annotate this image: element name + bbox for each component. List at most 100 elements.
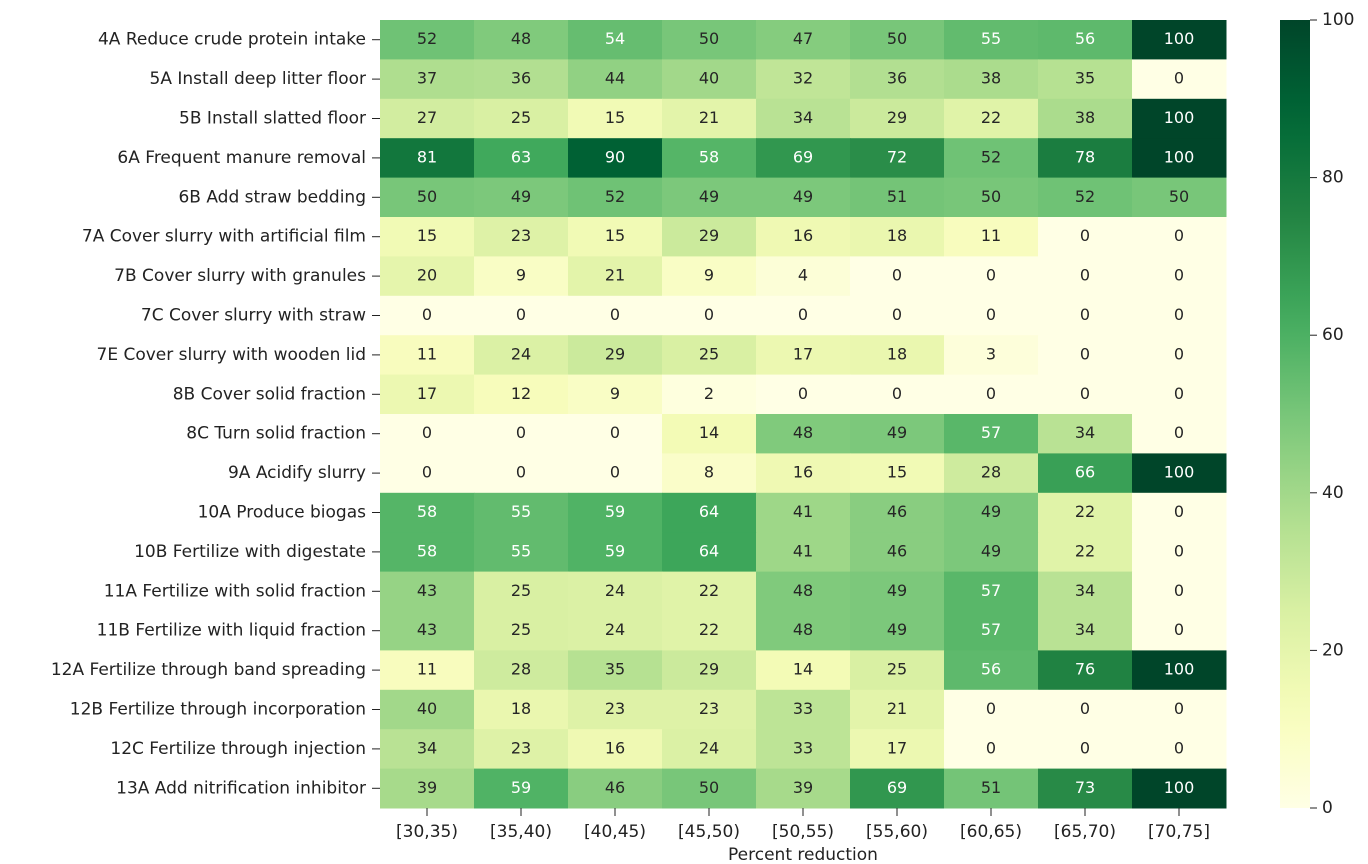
cell bbox=[1132, 532, 1227, 573]
cell-label: 0 bbox=[610, 463, 620, 482]
cell-label: 0 bbox=[610, 305, 620, 324]
cell bbox=[1132, 20, 1227, 60]
cell bbox=[850, 414, 945, 454]
cell bbox=[1132, 492, 1227, 533]
y-tick-label: 7C Cover slurry with straw bbox=[141, 306, 366, 326]
cell-label: 28 bbox=[981, 463, 1001, 482]
cell-label: 50 bbox=[981, 187, 1001, 206]
cell bbox=[474, 492, 569, 533]
cell-label: 58 bbox=[417, 502, 437, 521]
cell-label: 15 bbox=[605, 108, 625, 127]
cell-label: 18 bbox=[887, 226, 907, 245]
cell-label: 22 bbox=[981, 108, 1001, 127]
cell-label: 35 bbox=[605, 660, 625, 679]
cell-label: 15 bbox=[605, 226, 625, 245]
cell-label: 69 bbox=[793, 147, 813, 166]
cell bbox=[1132, 374, 1227, 415]
cell bbox=[944, 492, 1039, 533]
cell bbox=[662, 689, 757, 730]
cell bbox=[1132, 453, 1227, 494]
cell bbox=[1038, 768, 1133, 809]
cell bbox=[380, 414, 475, 454]
y-tick-label: 11B Fertilize with liquid fraction bbox=[97, 621, 366, 641]
cell bbox=[474, 256, 569, 297]
cell-label: 22 bbox=[1075, 541, 1095, 560]
cell bbox=[1132, 98, 1227, 139]
cell-label: 0 bbox=[1174, 305, 1184, 324]
cell-label: 43 bbox=[417, 620, 437, 639]
cell-label: 38 bbox=[1075, 108, 1095, 127]
cell-label: 15 bbox=[417, 226, 437, 245]
cell bbox=[568, 335, 663, 376]
cell bbox=[662, 611, 757, 651]
cell-label: 100 bbox=[1164, 29, 1195, 48]
cell-label: 52 bbox=[417, 29, 437, 48]
cell bbox=[756, 729, 851, 770]
cell bbox=[850, 20, 945, 60]
cell bbox=[1038, 256, 1133, 297]
cell-label: 34 bbox=[1075, 620, 1095, 639]
cell bbox=[568, 256, 663, 297]
cell-label: 0 bbox=[516, 463, 526, 482]
cell bbox=[1132, 138, 1227, 179]
cell-label: 16 bbox=[605, 738, 625, 757]
cell-label: 69 bbox=[887, 778, 907, 797]
cell-label: 23 bbox=[699, 699, 719, 718]
y-tick-label: 12C Fertilize through injection bbox=[110, 739, 366, 759]
x-tick-label: [50,55) bbox=[772, 822, 834, 842]
cell bbox=[474, 295, 569, 336]
cell bbox=[568, 571, 663, 612]
cell bbox=[1038, 20, 1133, 60]
cell bbox=[850, 768, 945, 809]
cell bbox=[380, 650, 475, 691]
cell bbox=[568, 59, 663, 100]
cell-label: 49 bbox=[981, 541, 1001, 560]
cell bbox=[662, 138, 757, 179]
cell-label: 0 bbox=[1174, 620, 1184, 639]
cell-label: 49 bbox=[699, 187, 719, 206]
cell-label: 39 bbox=[793, 778, 813, 797]
cell-label: 40 bbox=[417, 699, 437, 718]
cell-label: 0 bbox=[1080, 305, 1090, 324]
cell bbox=[756, 768, 851, 809]
cell bbox=[1038, 217, 1133, 257]
cell-label: 0 bbox=[1174, 266, 1184, 285]
cell-label: 0 bbox=[1174, 541, 1184, 560]
x-tick-label: [65,70) bbox=[1054, 822, 1116, 842]
cell bbox=[850, 611, 945, 651]
cell bbox=[1038, 414, 1133, 454]
cell-label: 0 bbox=[1174, 502, 1184, 521]
cell-label: 18 bbox=[511, 699, 531, 718]
cell bbox=[474, 768, 569, 809]
cell bbox=[662, 217, 757, 257]
cell bbox=[568, 217, 663, 257]
cell-label: 57 bbox=[981, 423, 1001, 442]
cell-label: 24 bbox=[605, 581, 625, 600]
cell bbox=[756, 650, 851, 691]
cell bbox=[1038, 98, 1133, 139]
cell bbox=[850, 689, 945, 730]
cell-label: 50 bbox=[1169, 187, 1189, 206]
cell bbox=[662, 335, 757, 376]
cell-label: 24 bbox=[511, 344, 531, 363]
cell bbox=[568, 453, 663, 494]
cell-label: 49 bbox=[887, 620, 907, 639]
cell-label: 49 bbox=[887, 423, 907, 442]
cell-label: 34 bbox=[417, 738, 437, 757]
cell bbox=[1132, 59, 1227, 100]
cell-label: 100 bbox=[1164, 778, 1195, 797]
cell-label: 0 bbox=[1174, 581, 1184, 600]
cell bbox=[1038, 453, 1133, 494]
cell-label: 66 bbox=[1075, 463, 1095, 482]
cell-label: 16 bbox=[793, 226, 813, 245]
cell-label: 0 bbox=[1080, 738, 1090, 757]
cell-label: 17 bbox=[793, 344, 813, 363]
y-tick-label: 7B Cover slurry with granules bbox=[114, 266, 366, 286]
cell bbox=[474, 650, 569, 691]
cell bbox=[474, 689, 569, 730]
cell bbox=[944, 59, 1039, 100]
x-tick-label: [70,75] bbox=[1148, 822, 1210, 842]
cell bbox=[662, 256, 757, 297]
cell-label: 0 bbox=[798, 384, 808, 403]
